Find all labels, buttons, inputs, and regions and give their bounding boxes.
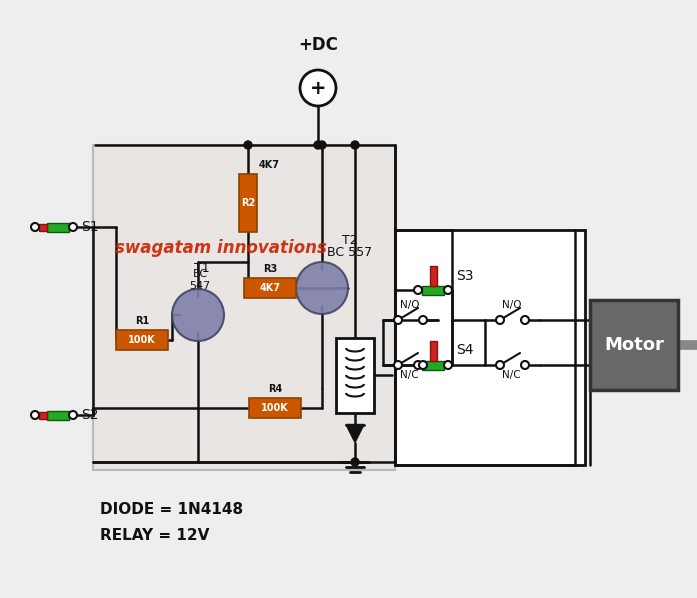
Circle shape	[172, 289, 224, 341]
Bar	[429, 340, 436, 361]
Circle shape	[414, 361, 422, 369]
Bar	[239, 174, 257, 232]
Text: R1: R1	[135, 316, 149, 326]
Bar	[244, 278, 296, 298]
Circle shape	[394, 361, 402, 369]
Text: N/O: N/O	[502, 300, 521, 310]
Bar	[47, 410, 69, 420]
Bar	[336, 337, 374, 413]
Text: RELAY = 12V: RELAY = 12V	[100, 527, 209, 542]
Bar	[47, 222, 69, 231]
Circle shape	[69, 411, 77, 419]
Bar	[93, 145, 395, 470]
Circle shape	[69, 223, 77, 231]
Bar	[590, 300, 678, 390]
Circle shape	[314, 141, 322, 149]
Circle shape	[244, 141, 252, 149]
Polygon shape	[346, 425, 364, 443]
Circle shape	[444, 361, 452, 369]
Text: N/C: N/C	[502, 370, 521, 380]
Text: 4K7: 4K7	[259, 283, 280, 293]
Text: S2: S2	[81, 408, 98, 422]
Text: R3: R3	[263, 264, 277, 274]
Circle shape	[496, 316, 504, 324]
Bar	[422, 285, 444, 294]
Text: S4: S4	[456, 343, 473, 358]
Text: DIODE = 1N4148: DIODE = 1N4148	[100, 502, 243, 517]
Bar	[39, 224, 47, 230]
Circle shape	[31, 223, 39, 231]
Text: R4: R4	[268, 384, 282, 394]
Bar	[429, 266, 436, 285]
Bar	[422, 361, 444, 370]
Text: N/C: N/C	[400, 370, 419, 380]
Bar	[116, 330, 168, 350]
Circle shape	[496, 361, 504, 369]
Text: R2: R2	[241, 198, 255, 208]
Circle shape	[414, 286, 422, 294]
Text: +DC: +DC	[298, 36, 338, 54]
Circle shape	[394, 316, 402, 324]
Text: T1: T1	[194, 261, 210, 274]
Text: 4K7: 4K7	[259, 160, 280, 170]
Text: swagatam innovations: swagatam innovations	[115, 239, 327, 257]
Circle shape	[419, 316, 427, 324]
Circle shape	[31, 411, 39, 419]
Circle shape	[296, 262, 348, 314]
Circle shape	[351, 141, 359, 149]
Text: S3: S3	[456, 269, 473, 282]
Circle shape	[521, 316, 529, 324]
Circle shape	[419, 361, 427, 369]
Bar	[395, 230, 585, 465]
Text: T2: T2	[342, 234, 358, 248]
Bar	[39, 411, 47, 419]
Text: Motor: Motor	[604, 336, 664, 354]
Text: BC 557: BC 557	[328, 246, 373, 260]
Text: 100K: 100K	[261, 403, 289, 413]
Circle shape	[351, 458, 359, 466]
Circle shape	[521, 361, 529, 369]
Circle shape	[300, 70, 336, 106]
Text: +: +	[309, 78, 326, 97]
Circle shape	[444, 286, 452, 294]
Circle shape	[318, 141, 326, 149]
Bar	[249, 398, 301, 418]
Text: S1: S1	[81, 220, 98, 234]
Text: N/O: N/O	[400, 300, 420, 310]
Text: BC
547: BC 547	[190, 269, 210, 291]
Text: 100K: 100K	[128, 335, 156, 345]
